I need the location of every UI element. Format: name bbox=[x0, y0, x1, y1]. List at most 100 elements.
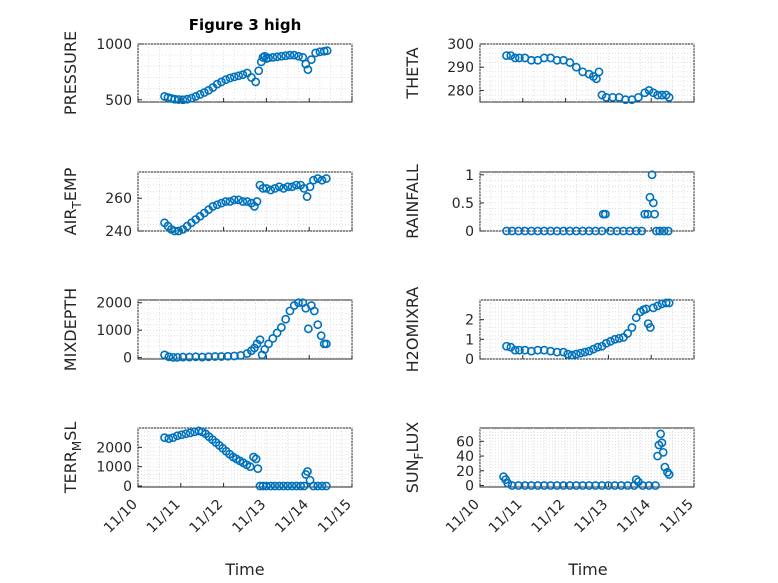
y-tick-label: 0 bbox=[465, 352, 474, 368]
y-tick-label: 1 bbox=[465, 168, 474, 184]
figure-title: Figure 3 high bbox=[189, 16, 302, 34]
y-tick-label: 0 bbox=[123, 479, 132, 495]
data-point bbox=[270, 481, 280, 491]
data-point bbox=[633, 92, 643, 102]
data-point bbox=[279, 183, 288, 193]
y-tick-label: 240 bbox=[105, 224, 132, 240]
data-point bbox=[261, 481, 271, 491]
data-point bbox=[287, 481, 297, 491]
data-point bbox=[285, 50, 295, 60]
data-point bbox=[648, 88, 658, 98]
y-axis-label: H2OMIXRA bbox=[403, 287, 422, 373]
x-tick-label: 11/13 bbox=[571, 497, 611, 537]
data-point bbox=[283, 182, 293, 192]
data-point bbox=[199, 88, 209, 97]
y-tick-label: 1000 bbox=[96, 323, 132, 339]
data-point bbox=[254, 66, 264, 76]
axes-frame bbox=[479, 171, 695, 232]
data-point bbox=[191, 92, 201, 101]
data-point bbox=[309, 306, 319, 316]
data-point bbox=[261, 183, 271, 193]
data-point bbox=[168, 433, 178, 443]
data-point bbox=[225, 73, 235, 83]
data-point bbox=[172, 352, 182, 362]
x-tick-label: 11/13 bbox=[229, 497, 269, 537]
xlabel-left: Time bbox=[224, 560, 264, 579]
data-point bbox=[302, 192, 312, 201]
data-point bbox=[644, 86, 654, 95]
subplot-rainfall: 0 0.5 1 RAINFALL bbox=[403, 164, 695, 240]
subplot-theta: 280 290 300 THETA bbox=[403, 37, 695, 105]
data-point bbox=[309, 175, 318, 185]
data-point bbox=[274, 481, 284, 491]
data-point bbox=[270, 183, 280, 193]
data-point bbox=[640, 88, 650, 98]
data-point bbox=[272, 52, 282, 62]
data-point bbox=[597, 90, 607, 100]
data-point bbox=[321, 481, 331, 491]
data-point bbox=[264, 53, 273, 63]
data-point bbox=[264, 339, 273, 349]
data-point bbox=[301, 59, 311, 69]
y-axis-label: PRESSURE bbox=[61, 31, 80, 115]
data-point bbox=[208, 202, 218, 211]
data-point bbox=[309, 481, 318, 491]
data-point bbox=[303, 65, 313, 75]
data-point bbox=[294, 51, 303, 61]
data-point bbox=[653, 301, 663, 311]
data-point bbox=[168, 352, 178, 362]
data-point bbox=[322, 46, 332, 56]
x-tick-label: 11/14 bbox=[272, 496, 312, 536]
x-tick-label: 11/14 bbox=[614, 496, 654, 536]
y-tick-label: 300 bbox=[447, 37, 474, 53]
data-point bbox=[563, 349, 573, 359]
data-point bbox=[170, 94, 180, 104]
data-point bbox=[164, 434, 174, 444]
data-point bbox=[647, 170, 657, 180]
data-point bbox=[229, 72, 239, 82]
y-axis-label: RAINFALL bbox=[403, 164, 422, 239]
data-point bbox=[299, 183, 309, 193]
data-point bbox=[593, 342, 603, 352]
y-tick-label: 20 bbox=[456, 464, 474, 480]
x-tick-label: 11/11 bbox=[144, 497, 184, 537]
data-point bbox=[303, 467, 312, 476]
data-point bbox=[640, 209, 650, 219]
x-tick-label: 11/12 bbox=[187, 497, 227, 537]
data-point bbox=[664, 298, 674, 308]
y-tick-label: 290 bbox=[447, 60, 474, 76]
data-point bbox=[503, 478, 513, 488]
data-point bbox=[311, 48, 321, 58]
data-point bbox=[510, 53, 520, 63]
data-point bbox=[294, 298, 303, 308]
data-point bbox=[251, 454, 261, 464]
data-point bbox=[658, 447, 668, 457]
data-point bbox=[305, 182, 315, 192]
data-point bbox=[627, 323, 637, 332]
data-point bbox=[631, 475, 641, 485]
data-point bbox=[252, 197, 262, 206]
data-point bbox=[594, 67, 604, 77]
x-tick-label: 11/15 bbox=[315, 497, 355, 537]
data-point bbox=[661, 298, 671, 308]
data-point bbox=[178, 95, 188, 105]
data-point bbox=[321, 174, 331, 183]
data-point bbox=[313, 320, 323, 330]
data-point bbox=[313, 174, 323, 183]
subplot-terr_msl: 0 1000 2000 11/10 11/11 11/12 11/13 11/14 11/15 T… bbox=[61, 422, 355, 537]
data-point bbox=[648, 198, 658, 208]
y-axis-label: TERRMSL bbox=[61, 422, 84, 495]
data-point bbox=[299, 481, 309, 491]
data-point bbox=[255, 335, 265, 345]
data-point bbox=[631, 313, 641, 323]
data-point bbox=[258, 183, 268, 193]
data-point bbox=[221, 197, 231, 206]
y-tick-label: 500 bbox=[105, 93, 132, 109]
xlabel-right: Time bbox=[567, 560, 607, 579]
data-point bbox=[317, 481, 327, 491]
data-point bbox=[238, 197, 248, 206]
data-point bbox=[664, 92, 674, 102]
data-point bbox=[650, 209, 660, 219]
